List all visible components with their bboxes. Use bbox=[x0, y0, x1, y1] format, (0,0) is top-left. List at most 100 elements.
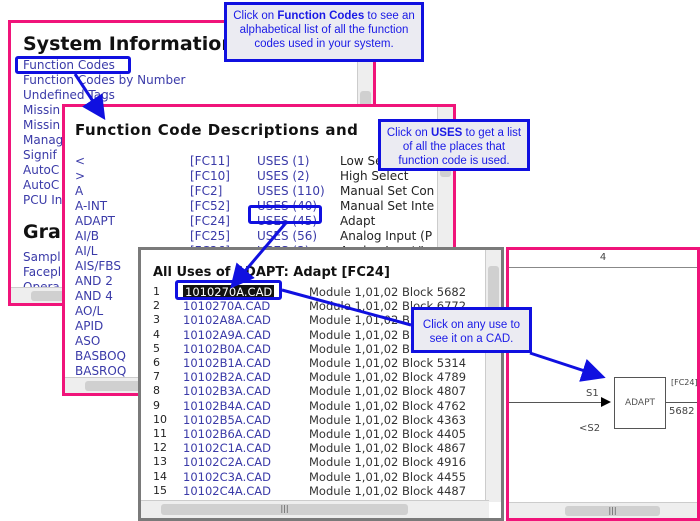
use-index: 14 bbox=[153, 469, 167, 483]
function-code-number: [FC52] bbox=[190, 199, 230, 213]
function-code-name[interactable]: APID bbox=[75, 319, 104, 333]
use-location: Module 1,01,02 Block bbox=[309, 327, 434, 342]
function-code-name[interactable]: ASO bbox=[75, 334, 101, 348]
system-info-link[interactable]: Missin bbox=[23, 103, 61, 117]
use-location: Module 1,01,02 Block 4916 bbox=[309, 455, 467, 470]
use-file-link[interactable]: 10102B3A.CAD bbox=[183, 384, 271, 399]
use-index: 7 bbox=[153, 370, 160, 384]
function-codes-highlight bbox=[15, 56, 131, 74]
selected-use-highlight bbox=[175, 280, 282, 300]
function-code-descriptions-title: Function Code Descriptions and bbox=[75, 121, 359, 139]
signal-line bbox=[509, 402, 609, 403]
use-file-link[interactable]: 10102A9A.CAD bbox=[183, 327, 271, 342]
use-location: Module 1,01,02 Block 4762 bbox=[309, 398, 467, 413]
use-file-link[interactable]: 10102B4A.CAD bbox=[183, 398, 271, 413]
system-info-link[interactable]: AutoC bbox=[23, 178, 60, 192]
system-info-link[interactable]: PCU In bbox=[23, 193, 63, 207]
input-s1: S1 bbox=[586, 388, 599, 399]
system-info-link[interactable]: Function Codes bbox=[23, 58, 115, 72]
function-code-number: [FC2] bbox=[190, 184, 223, 198]
use-location: Module 1,01,02 Block bbox=[309, 341, 434, 356]
use-index: 4 bbox=[153, 327, 160, 341]
use-location: Module 1,01,02 Block 4455 bbox=[309, 469, 467, 484]
use-index: 6 bbox=[153, 356, 160, 369]
use-file-link[interactable]: 10102B2A.CAD bbox=[183, 370, 271, 385]
function-code-name[interactable]: > bbox=[75, 169, 86, 183]
use-file-link[interactable]: 10102C3A.CAD bbox=[183, 469, 272, 484]
function-code-name[interactable]: AIS/FBS bbox=[75, 259, 121, 273]
use-location: Module 1,01,02 Block 5682 bbox=[309, 285, 467, 299]
function-code-name[interactable]: A bbox=[75, 184, 84, 198]
function-code-number: [FC25] bbox=[190, 229, 230, 243]
use-index: 13 bbox=[153, 455, 167, 469]
use-location: Module 1,01,02 Block 4867 bbox=[309, 441, 467, 456]
use-location: Module 1,01,02 Block 5314 bbox=[309, 356, 467, 370]
system-info-link[interactable]: Signif bbox=[23, 148, 57, 162]
function-code-description: Analog Input (P bbox=[340, 229, 433, 243]
output-line bbox=[666, 402, 697, 403]
function-code-name[interactable]: AND 4 bbox=[75, 289, 113, 303]
use-index: 5 bbox=[153, 341, 160, 355]
use-index: 2 bbox=[153, 299, 160, 313]
system-info-link[interactable]: AutoC bbox=[23, 163, 60, 177]
use-index: 10 bbox=[153, 412, 167, 426]
function-code-name[interactable]: AND 2 bbox=[75, 274, 113, 288]
cad-window: 4 S1 <S2 ADAPT [FC24] 5682 ||| bbox=[506, 247, 700, 521]
system-info-link[interactable]: Missin bbox=[23, 118, 61, 132]
system-info-link[interactable]: Undefined Tags bbox=[23, 88, 115, 102]
function-code-name[interactable]: BASROQ bbox=[75, 364, 127, 378]
use-file-link[interactable]: 10102A8A.CAD bbox=[183, 313, 271, 328]
function-code-name[interactable]: ADAPT bbox=[75, 214, 116, 228]
uses-link[interactable]: USES (110) bbox=[257, 184, 325, 198]
arrow-head-icon bbox=[601, 397, 611, 407]
use-index: 11 bbox=[153, 427, 167, 440]
use-index: 1 bbox=[153, 285, 160, 298]
use-file-link[interactable]: 10102C1A.CAD bbox=[183, 441, 272, 456]
input-s2: <S2 bbox=[579, 423, 601, 434]
function-code-description: High Select bbox=[340, 169, 409, 183]
graphics-link[interactable]: Sampl bbox=[23, 250, 61, 264]
function-code-description: Low Se bbox=[340, 154, 383, 168]
block-number: 5682 bbox=[669, 406, 695, 417]
uses-link[interactable]: USES (56) bbox=[257, 229, 318, 243]
use-file-link[interactable]: 10102B1A.CAD bbox=[183, 356, 271, 370]
function-code-description: Adapt bbox=[340, 214, 376, 228]
use-index: 9 bbox=[153, 398, 160, 412]
use-file-link[interactable]: 1010270A.CAD bbox=[183, 299, 271, 314]
function-code-number: [FC11] bbox=[190, 154, 230, 168]
function-code-description: Manual Set Con bbox=[340, 184, 435, 198]
use-index: 3 bbox=[153, 313, 160, 327]
column-header: 4 bbox=[509, 250, 697, 268]
use-file-link[interactable]: 10102B6A.CAD bbox=[183, 427, 271, 441]
horizontal-scrollbar[interactable]: ||| bbox=[509, 502, 697, 518]
graphics-section-title: Gra bbox=[23, 221, 61, 243]
function-codes-callout: Click on Function Codes to see an alphab… bbox=[224, 2, 424, 62]
horizontal-scrollbar[interactable]: ||| bbox=[141, 500, 489, 518]
use-location: Module 1,01,02 Block 4807 bbox=[309, 384, 467, 399]
fc-label: [FC24] bbox=[671, 378, 698, 387]
function-code-number: [FC10] bbox=[190, 169, 230, 183]
system-info-link[interactable]: Manag bbox=[23, 133, 64, 147]
use-file-link[interactable]: 10102C4A.CAD bbox=[183, 483, 272, 498]
uses-link[interactable]: USES (1) bbox=[257, 154, 310, 168]
use-location: Module 1,01,02 Block 4363 bbox=[309, 412, 467, 427]
use-location: Module 1,01,02 Block 4487 bbox=[309, 483, 467, 498]
function-code-name[interactable]: AI/L bbox=[75, 244, 98, 258]
function-code-name[interactable]: AO/L bbox=[75, 304, 104, 318]
use-file-link[interactable]: 10102B5A.CAD bbox=[183, 412, 271, 427]
use-file-link[interactable]: 10102C2A.CAD bbox=[183, 455, 272, 470]
use-file-link[interactable]: 10102B0A.CAD bbox=[183, 341, 271, 356]
system-info-link[interactable]: Function Codes by Number bbox=[23, 73, 186, 87]
function-code-name[interactable]: BASBOQ bbox=[75, 349, 126, 363]
uses-link[interactable]: USES (2) bbox=[257, 169, 310, 183]
adapt-block[interactable]: ADAPT bbox=[614, 377, 666, 429]
use-index: 15 bbox=[153, 483, 167, 497]
use-location: Module 1,01,02 Block 4405 bbox=[309, 427, 467, 441]
vertical-scrollbar[interactable] bbox=[485, 250, 501, 502]
function-code-description: Manual Set Inte bbox=[340, 199, 435, 213]
function-code-name[interactable]: A-INT bbox=[75, 199, 108, 213]
function-code-name[interactable]: < bbox=[75, 154, 86, 168]
graphics-link[interactable]: Facepl bbox=[23, 265, 62, 279]
function-code-name[interactable]: AI/B bbox=[75, 229, 100, 243]
any-use-callout: Click on any use to see it on a CAD. bbox=[411, 307, 532, 353]
